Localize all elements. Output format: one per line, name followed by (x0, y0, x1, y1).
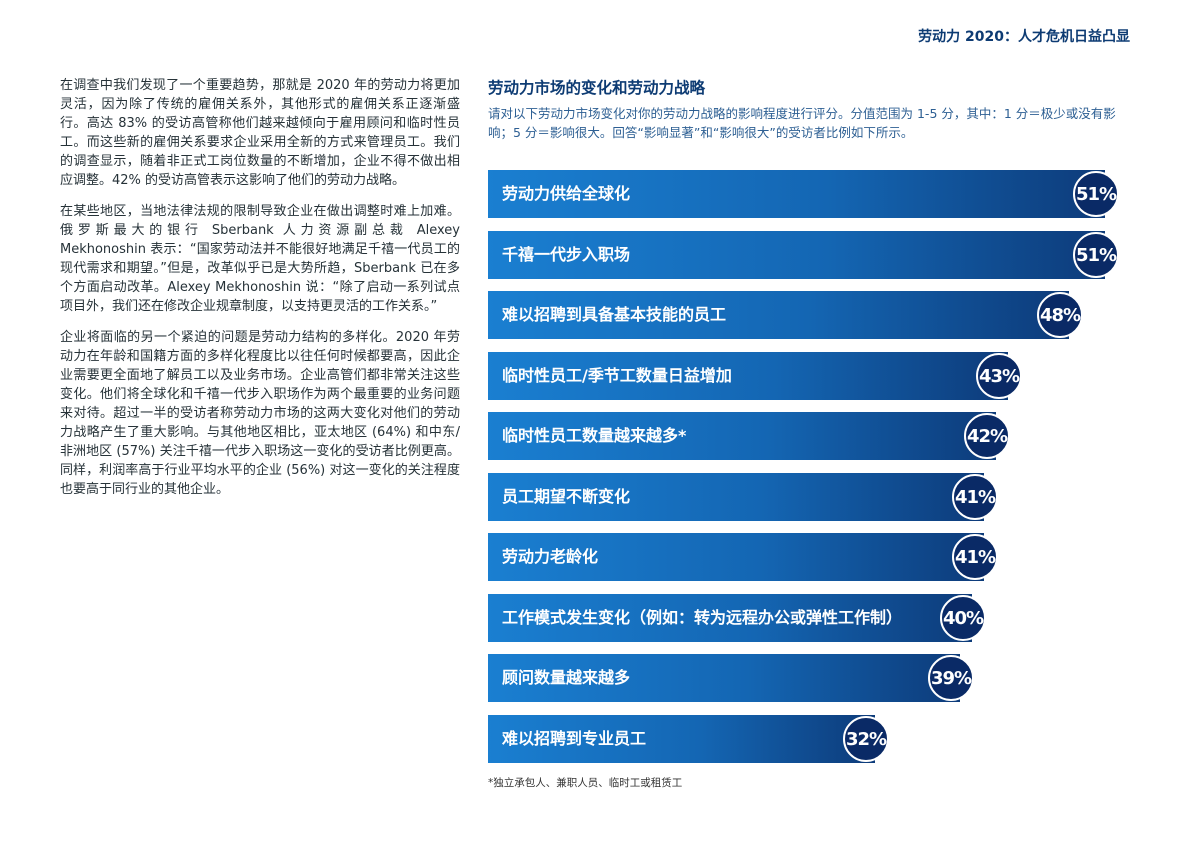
bar-category-label: 临时性员工/季节工数量日益增加 (502, 366, 732, 385)
chart-footnote: *独立承包人、兼职人员、临时工或租赁工 (488, 777, 683, 789)
bar-value-label: 51% (1073, 232, 1119, 278)
paragraph: 在某些地区，当地法律法规的限制导致企业在做出调整时难上加难。俄罗斯最大的银行 S… (60, 204, 460, 314)
chart-bar: 难以招聘到具备基本技能的员工 48% (488, 291, 1083, 339)
bar-value-label: 43% (976, 353, 1022, 399)
bar-value-label: 41% (952, 474, 998, 520)
chart-bar: 临时性员工数量越来越多* 42% (488, 412, 1010, 460)
bar-value-label: 39% (928, 655, 974, 701)
chart-bar: 劳动力供给全球化 51% (488, 170, 1119, 218)
chart-bar: 员工期望不断变化 41% (488, 473, 998, 521)
bar-category-label: 顾问数量越来越多 (502, 668, 631, 687)
bar-value-label: 32% (843, 716, 889, 762)
bar-category-label: 难以招聘到专业员工 (502, 729, 647, 748)
body-text: 在调查中我们发现了一个重要趋势，那就是 2020 年的劳动力将更加灵活，因为除了… (60, 76, 460, 511)
bar-category-label: 临时性员工数量越来越多* (502, 426, 687, 445)
chart-bar: 工作模式发生变化（例如：转为远程办公或弹性工作制） 40% (488, 594, 986, 642)
chart-bar: 千禧一代步入职场 51% (488, 231, 1119, 279)
chart-title: 劳动力市场的变化和劳动力战略 (488, 79, 706, 97)
chart-bar: 劳动力老龄化 41% (488, 533, 998, 581)
chart-description: 请对以下劳动力市场变化对你的劳动力战略的影响程度进行评分。分值范围为 1-5 分… (488, 106, 1116, 140)
bar-category-label: 工作模式发生变化（例如：转为远程办公或弹性工作制） (502, 608, 903, 627)
bar-category-label: 劳动力供给全球化 (502, 184, 631, 203)
running-header: 劳动力 2020：人才危机日益凸显 (918, 29, 1130, 45)
bar-category-label: 难以招聘到具备基本技能的员工 (502, 305, 727, 324)
paragraph: 企业将面临的另一个紧迫的问题是劳动力结构的多样化。2020 年劳动力在年龄和国籍… (60, 330, 460, 497)
chart-header: 劳动力市场的变化和劳动力战略 请对以下劳动力市场变化对你的劳动力战略的影响程度进… (488, 76, 1138, 142)
paragraph: 在调查中我们发现了一个重要趋势，那就是 2020 年的劳动力将更加灵活，因为除了… (60, 78, 460, 188)
bar-value-label: 40% (940, 595, 986, 641)
chart-bar: 临时性员工/季节工数量日益增加 43% (488, 352, 1022, 400)
bar-value-label: 48% (1037, 292, 1083, 338)
chart-bar: 难以招聘到专业员工 32% (488, 715, 889, 763)
bar-chart: 劳动力供给全球化 51% 千禧一代步入职场 51% 难以招聘到具备基本技能的员工 48% 临… (488, 170, 1148, 770)
chart-bar: 顾问数量越来越多 39% (488, 654, 974, 702)
bar-value-label: 51% (1073, 171, 1119, 217)
bar-value-label: 42% (964, 413, 1010, 459)
bar-category-label: 千禧一代步入职场 (502, 245, 631, 264)
bar-category-label: 员工期望不断变化 (502, 487, 631, 506)
bar-value-label: 41% (952, 534, 998, 580)
bar-category-label: 劳动力老龄化 (502, 547, 599, 566)
